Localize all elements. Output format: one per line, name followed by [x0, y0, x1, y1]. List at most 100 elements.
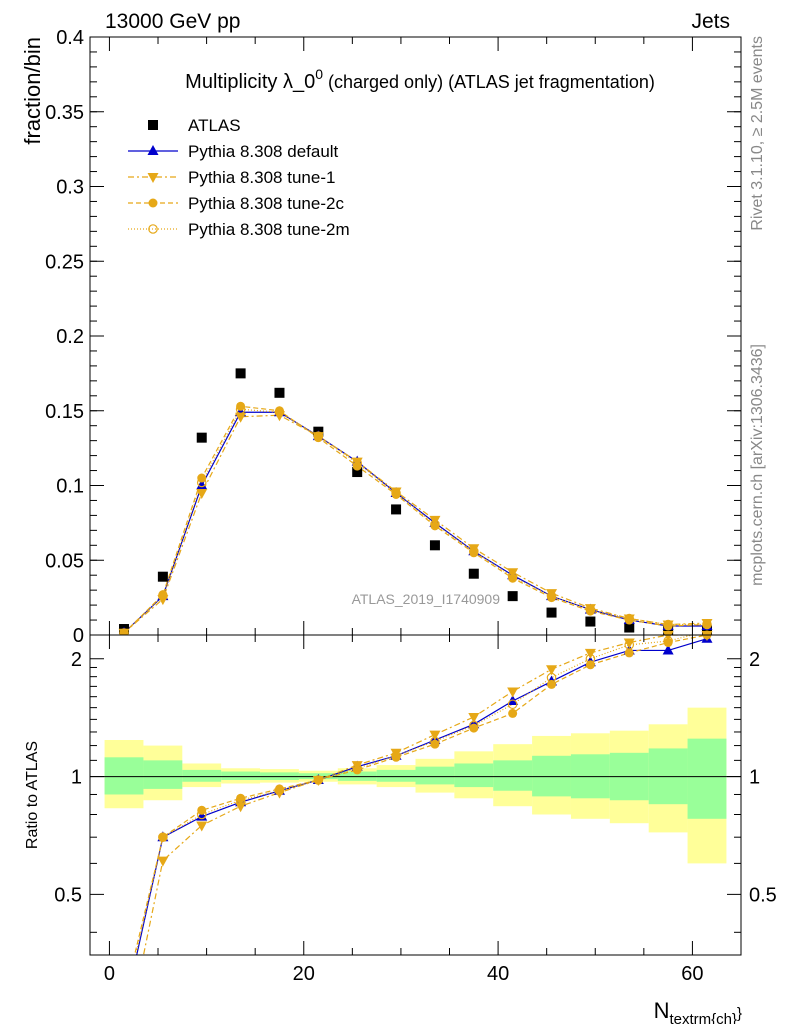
legend-marker-pythia-8-308-default [147, 145, 159, 155]
marker-pythia-8-308-tune-2m [468, 546, 479, 557]
y-tick-label: 0.1 [56, 476, 84, 498]
x-tick-label: 60 [681, 963, 703, 985]
legend-marker-atlas [148, 120, 158, 130]
ratio-marker-pythia-8-308-tune-2c [547, 679, 557, 689]
ratio-marker-pythia-8-308-tune-2m [313, 775, 324, 785]
x-tick-label: 40 [487, 963, 509, 985]
ratio-marker-pythia-8-308-tune-2m [624, 640, 635, 650]
ratio-marker-pythia-8-308-tune-2m [352, 763, 363, 774]
series-markers [118, 368, 713, 867]
ratio-marker-pythia-8-308-tune-1 [584, 648, 596, 659]
ratio-marker-pythia-8-308-tune-2m [585, 653, 596, 664]
ratio-tick-label-right: 1 [749, 767, 760, 789]
y-tick-label: 0.3 [56, 177, 84, 199]
ratio-marker-pythia-8-308-tune-1 [468, 712, 480, 723]
band-inner [415, 766, 455, 785]
marker-pythia-8-308-tune-2m [507, 571, 518, 582]
ratio-marker-pythia-8-308-tune-1 [546, 665, 558, 676]
marker-pythia-8-308-tune-1 [196, 488, 208, 499]
marker-atlas [624, 622, 635, 633]
marker-pythia-8-308-tune-2m [663, 619, 673, 630]
marker-atlas [352, 467, 363, 478]
marker-pythia-8-308-tune-2m [274, 407, 285, 418]
marker-pythia-8-308-tune-2m [119, 628, 129, 635]
band-inner [182, 769, 222, 782]
marker-pythia-8-308-tune-1 [235, 412, 247, 423]
marker-atlas [274, 387, 285, 398]
ratio-line-pythia-8-308-tune-2c [133, 635, 708, 955]
marker-pythia-8-308-tune-2c [702, 620, 712, 630]
legend-marker-pythia-8-308-tune-2c [148, 198, 158, 208]
ratio-marker-pythia-8-308-tune-1 [235, 802, 247, 813]
ratio-marker-pythia-8-308-tune-2c [313, 775, 323, 785]
band-inner [687, 738, 727, 819]
marker-atlas [701, 625, 712, 635]
legend-marker-pythia-8-308-tune-1 [147, 173, 159, 183]
y-tick-label: 0 [73, 625, 84, 647]
ratio-tick-label: 0.5 [54, 884, 82, 906]
ratio-tick-label: 1 [71, 767, 82, 789]
legend-label-pythia-8-308-tune-2m: Pythia 8.308 tune-2m [188, 220, 350, 239]
ratio-marker-pythia-8-308-default [662, 644, 674, 655]
analysis-watermark: ATLAS_2019_I1740909 [352, 591, 501, 607]
marker-atlas [585, 616, 596, 627]
marker-pythia-8-308-tune-2c [236, 401, 246, 411]
y-tick-label: 0.25 [45, 251, 84, 273]
ratio-marker-pythia-8-308-tune-2c [430, 739, 440, 749]
ratio-marker-pythia-8-308-tune-2m [663, 636, 673, 646]
legend-label-atlas: ATLAS [188, 116, 241, 135]
category-label: Jets [691, 10, 730, 33]
ratio-marker-pythia-8-308-tune-2c [624, 648, 634, 658]
marker-pythia-8-308-tune-2m [391, 488, 401, 498]
marker-pythia-8-308-tune-2m [313, 431, 324, 441]
x-axis-label: Ntextrm{ch}} [654, 998, 742, 1024]
legend-label-pythia-8-308-tune-2c: Pythia 8.308 tune-2c [188, 194, 344, 213]
legend: ATLAS Pythia 8.308 default Pythia 8.308 tu… [128, 116, 350, 239]
ratio-tick-label-right: 0.5 [749, 884, 777, 906]
line-pythia-8-308-tune-2m [123, 408, 707, 634]
marker-pythia-8-308-tune-2m [352, 458, 363, 468]
marker-pythia-8-308-tune-1 [507, 568, 519, 579]
marker-pythia-8-308-default [196, 479, 208, 490]
marker-atlas [546, 607, 557, 618]
y-tick-label: 0.15 [45, 401, 84, 423]
band-inner [221, 771, 261, 780]
series-lines [123, 405, 708, 955]
marker-atlas [196, 432, 207, 443]
ratio-marker-pythia-8-308-tune-2m [430, 736, 440, 747]
ratio-line-pythia-8-308-tune-1 [142, 635, 707, 955]
mcplots-label: mcplots.cern.ch [arXiv:1306.3436] [749, 344, 766, 586]
ratio-marker-pythia-8-308-tune-1 [507, 687, 519, 698]
rivet-label: Rivet 3.1.10, ≥ 2.5M events [749, 36, 766, 231]
y-tick-label: 0.2 [56, 326, 84, 348]
marker-pythia-8-308-tune-2m [430, 519, 440, 530]
marker-pythia-8-308-tune-2c [352, 461, 362, 471]
chart-title: Multiplicity λ_00 (charged only) (ATLAS j… [185, 66, 655, 93]
band-inner [376, 769, 416, 782]
marker-atlas [235, 368, 246, 379]
band-inner [104, 757, 144, 795]
marker-pythia-8-308-tune-2m [585, 604, 596, 615]
ratio-marker-pythia-8-308-tune-2m [196, 809, 207, 820]
line-pythia-8-308-tune-1 [123, 414, 708, 634]
ratio-marker-pythia-8-308-tune-2m [235, 795, 246, 806]
ratio-marker-pythia-8-308-tune-1 [429, 730, 441, 741]
ratio-marker-pythia-8-308-tune-2c [508, 708, 518, 718]
ratio-line-pythia-8-308-default [136, 638, 708, 955]
marker-pythia-8-308-tune-2m [158, 591, 168, 601]
marker-atlas [391, 504, 402, 515]
marker-pythia-8-308-tune-2m [546, 591, 557, 601]
ratio-tick-label-right: 2 [749, 649, 760, 671]
legend-label-pythia-8-308-tune-1: Pythia 8.308 tune-1 [188, 168, 335, 187]
uncertainty-bands [104, 707, 727, 864]
ratio-marker-pythia-8-308-tune-2m [274, 785, 285, 796]
legend-marker-pythia-8-308-tune-2m [148, 224, 158, 234]
marker-atlas [429, 540, 440, 551]
x-tick-label: 20 [293, 963, 315, 985]
marker-pythia-8-308-tune-2c [119, 628, 129, 635]
band-inner [493, 760, 533, 791]
ratio-line-pythia-8-308-tune-2m [135, 635, 695, 955]
ratio-frame [89, 634, 742, 956]
band-inner [143, 760, 183, 789]
